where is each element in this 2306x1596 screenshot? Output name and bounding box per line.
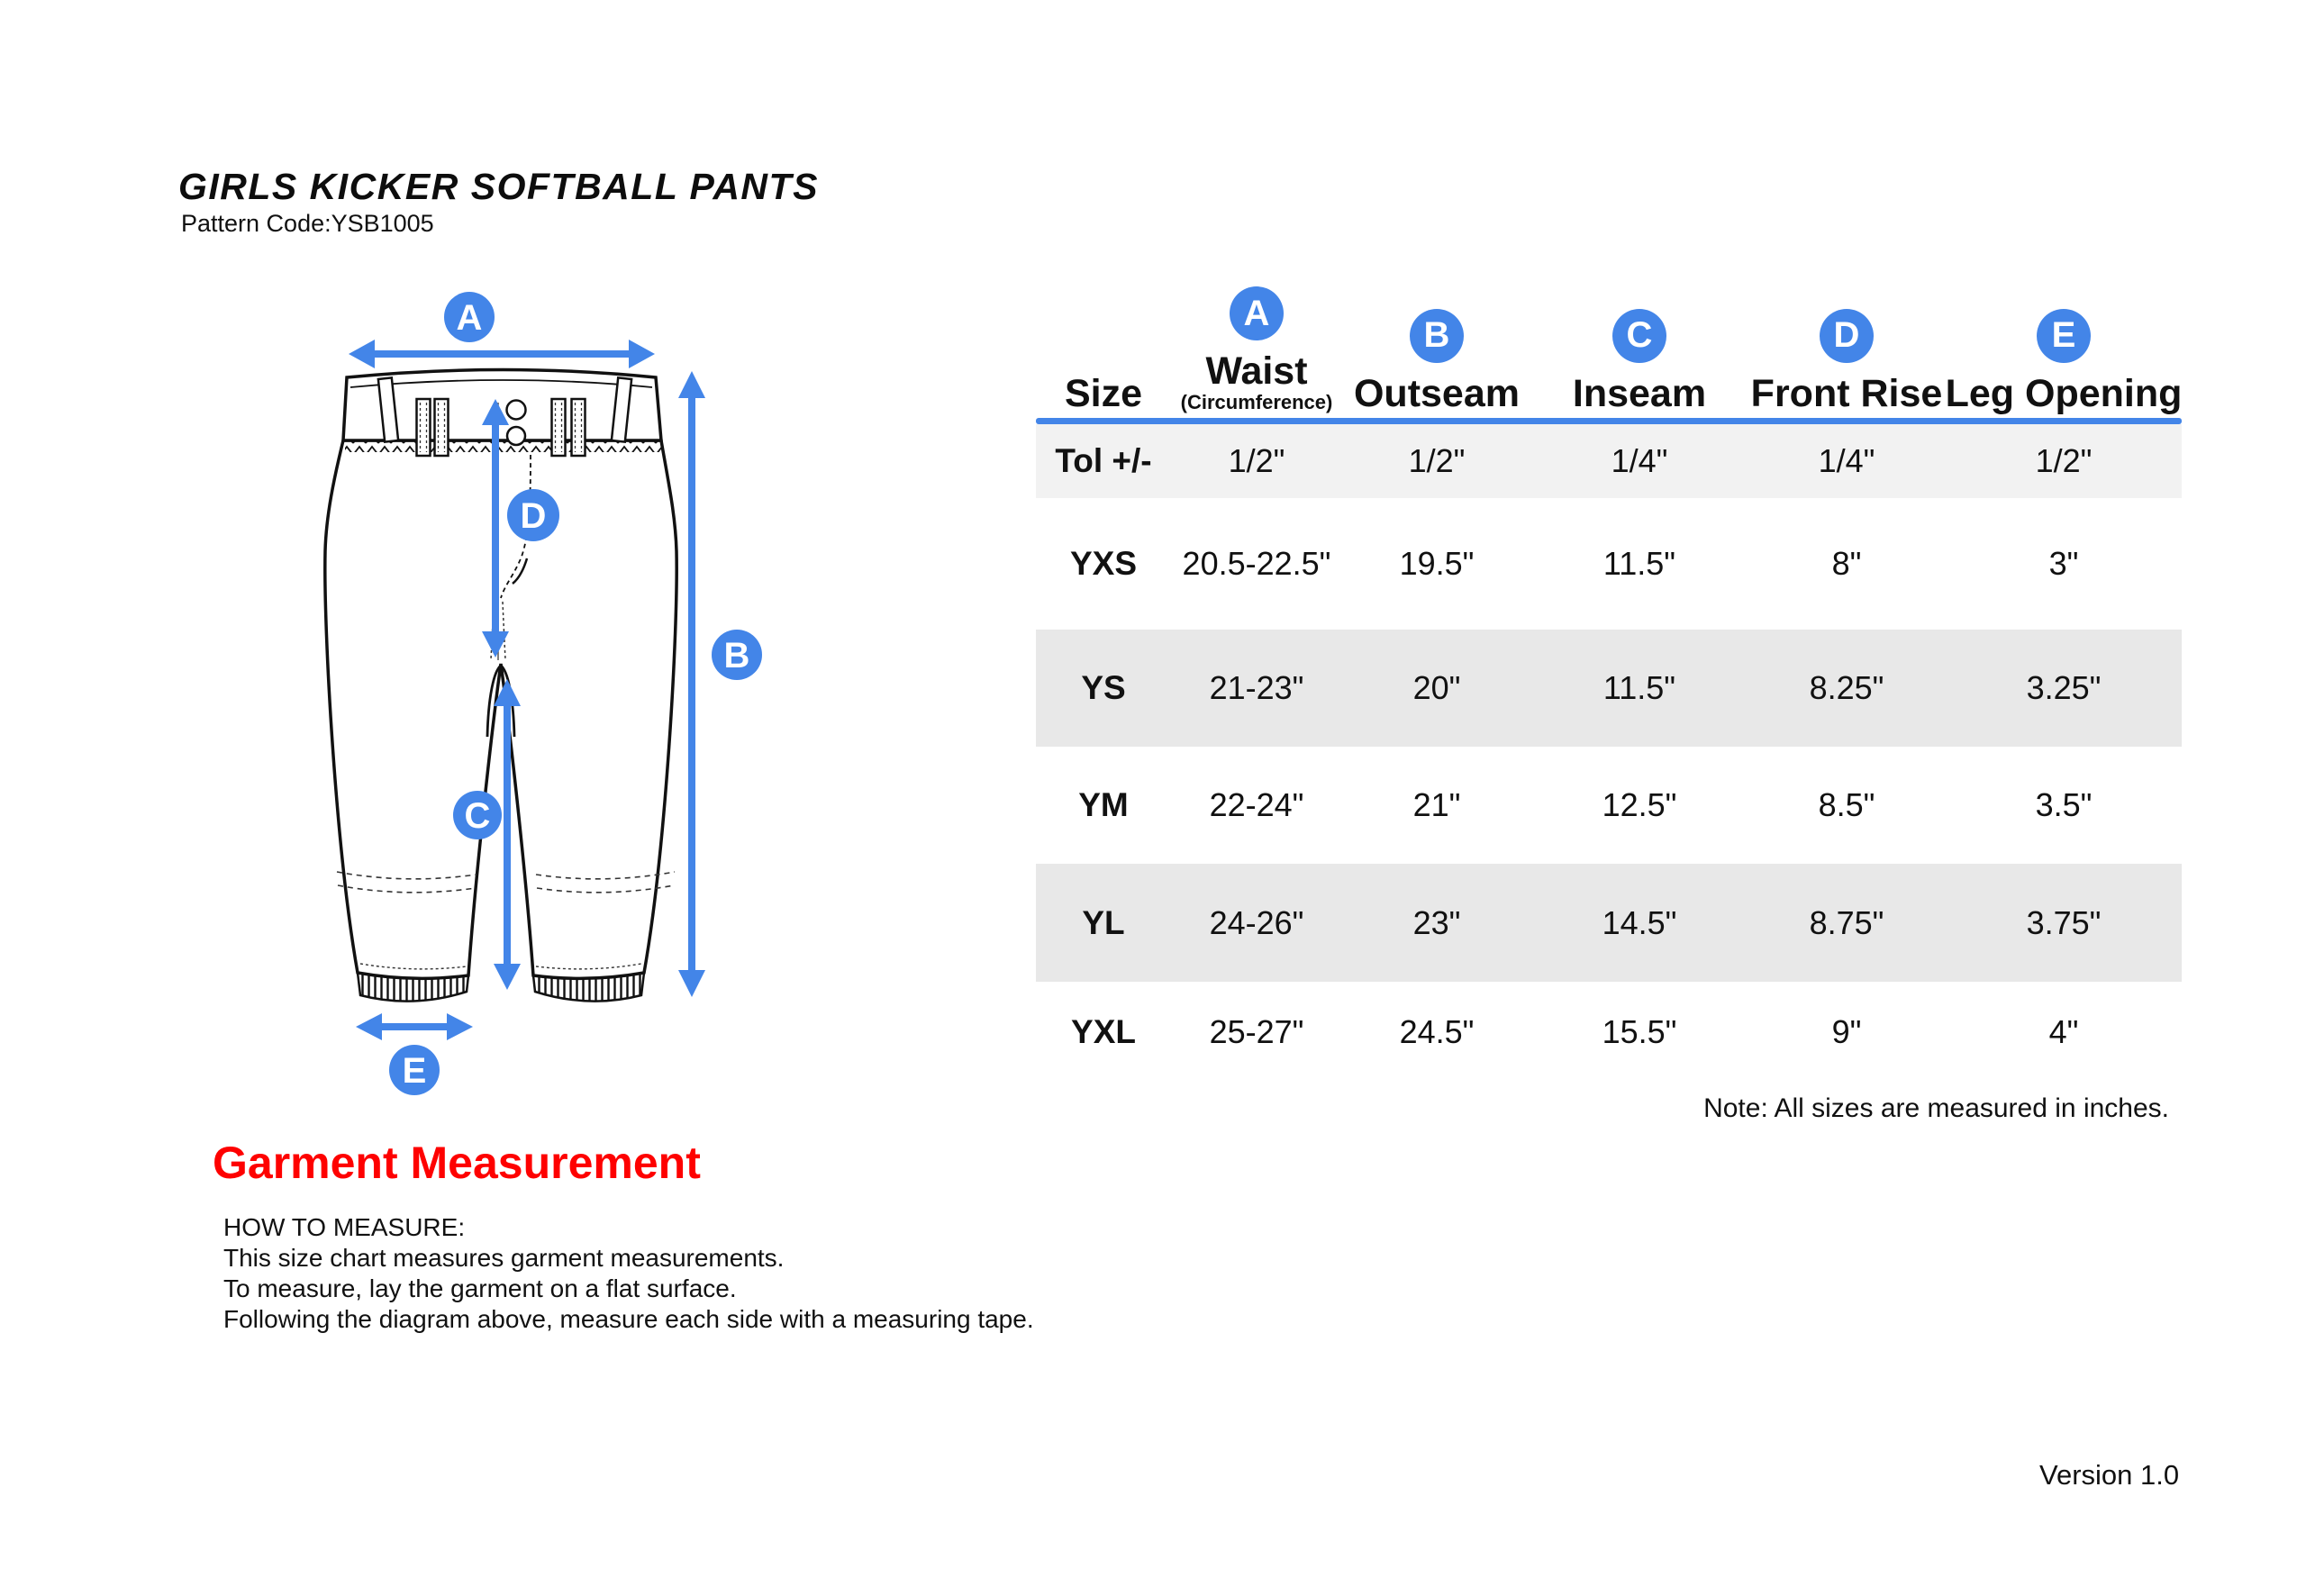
front-rise-arrow-d (482, 399, 509, 657)
diagram-badge-e: E (389, 1045, 440, 1095)
column-badge-a: A (1230, 286, 1284, 340)
units-note: Note: All sizes are measured in inches. (1703, 1093, 2169, 1124)
table-row-tolerance: Tol +/- 1/2" 1/2" 1/4" 1/4" 1/2" (1036, 424, 2182, 499)
leg-cuffs (356, 963, 646, 1002)
how-to-measure-title: HOW TO MEASURE: (223, 1213, 466, 1241)
garment-measurement-heading: Garment Measurement (213, 1138, 701, 1188)
header-underline (1036, 418, 2182, 425)
size-table: Size A Waist (Circumference) B Outseam C… (1036, 286, 2182, 1124)
column-header-inseam: C Inseam (1531, 308, 1748, 414)
svg-text:D: D (521, 496, 547, 536)
table-row-ym: YM 22-24" 21" 12.5" 8.5" 3.5" (1078, 786, 2093, 824)
table-row-ys: YS 21-23" 20" 11.5" 8.25" 3.25" (1036, 630, 2182, 748)
how-to-measure-line: This size chart measures garment measure… (223, 1244, 785, 1272)
inseam-arrow-c (494, 679, 521, 990)
column-header-waist: A Waist (Circumference) (1171, 286, 1342, 413)
column-header-outseam: B Outseam (1342, 308, 1531, 414)
column-badge-e: E (2037, 308, 2091, 363)
waist-arrow-a (349, 340, 655, 368)
how-to-measure-line: Following the diagram above, measure eac… (223, 1305, 1034, 1333)
page-title: GIRLS KICKER SOFTBALL PANTS (178, 166, 819, 207)
version-label: Version 1.0 (2039, 1459, 2180, 1491)
diagram-badge-d: D (507, 489, 559, 541)
pattern-code: Pattern Code:YSB1005 (181, 210, 434, 237)
svg-text:B: B (724, 636, 750, 676)
leg-opening-arrow-e (356, 1013, 473, 1040)
waistband-zigzag-stitch (345, 440, 662, 452)
diagram-badge-a: A (444, 292, 495, 342)
diagram-badge-c: C (453, 791, 502, 839)
table-row-yl: YL 24-26" 23" 14.5" 8.75" 3.75" (1036, 864, 2182, 983)
table-header-row: Size A Waist (Circumference) B Outseam C… (1036, 286, 2182, 413)
svg-text:A: A (457, 298, 483, 338)
column-header-front-rise: D Front Rise (1748, 308, 1946, 414)
fly-buttons (505, 399, 527, 447)
column-header-leg-opening: E Leg Opening (1946, 308, 2182, 414)
svg-text:E: E (403, 1051, 427, 1091)
how-to-measure-block: HOW TO MEASURE: This size chart measures… (223, 1212, 1034, 1335)
column-header-size: Size (1064, 371, 1143, 415)
table-row-yxs: YXS 20.5-22.5" 19.5" 11.5" 8" 3" (1069, 545, 2079, 583)
diagram-badge-b: B (712, 630, 762, 680)
column-badge-d: D (1820, 308, 1874, 363)
pants-measurement-diagram: A B C D E (323, 292, 762, 1095)
how-to-measure-line: To measure, lay the garment on a flat su… (223, 1274, 737, 1302)
column-badge-c: C (1612, 308, 1666, 363)
knee-stitch-lines (336, 871, 676, 893)
column-badge-b: B (1410, 308, 1464, 363)
outseam-arrow-b (678, 371, 705, 997)
svg-text:C: C (465, 796, 491, 836)
table-row-yxl: YXL 25-27" 24.5" 15.5" 9" 4" (1071, 1013, 2079, 1051)
pants-body-outline (323, 439, 678, 981)
